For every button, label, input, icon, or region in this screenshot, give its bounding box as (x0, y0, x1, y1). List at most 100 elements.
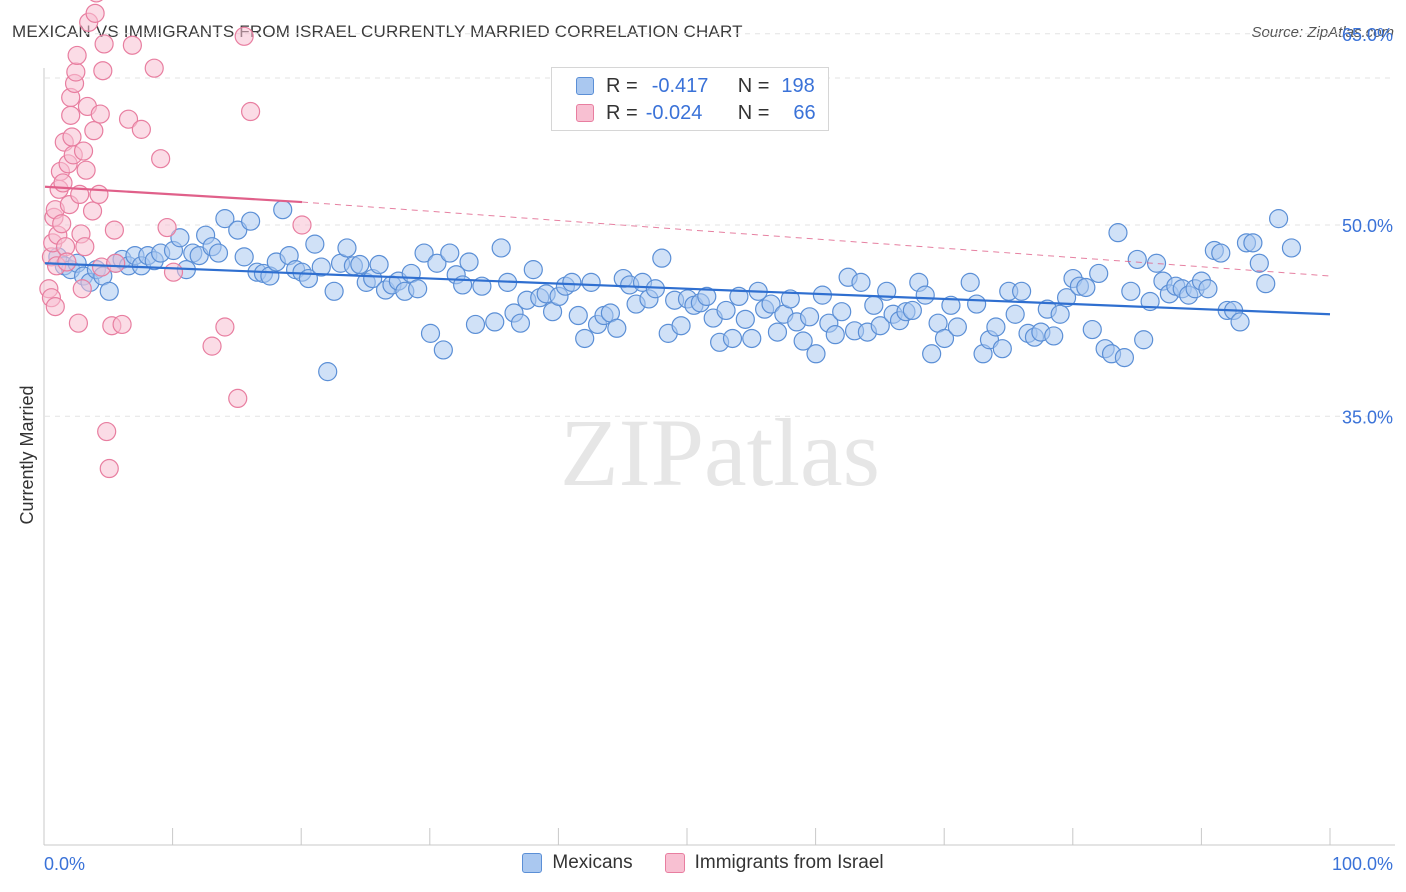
x-tick-label: 100.0% (1332, 854, 1393, 874)
mexicans-point (99, 281, 119, 301)
r-label: R = (606, 74, 638, 97)
mexicans-point (433, 340, 453, 360)
n-value: 198 (781, 74, 815, 97)
mexicans-point (1082, 319, 1102, 340)
israel-point (151, 149, 171, 169)
mexicans-point (934, 328, 955, 349)
mexicans-point (1089, 263, 1109, 284)
mexicans-point (215, 209, 235, 229)
israel-point (131, 119, 151, 139)
mexicans-point (960, 272, 980, 292)
mexicans-point (735, 309, 755, 329)
mexicans-point (1243, 233, 1263, 253)
mexicans-point (1044, 326, 1064, 346)
mexicans-point (1011, 281, 1032, 301)
mexicans-point (575, 328, 595, 349)
israel-point (94, 34, 114, 54)
mexicans-point (208, 243, 229, 263)
mexicans-point (742, 328, 762, 349)
israel-point (97, 421, 117, 442)
mexicans-point (459, 252, 479, 272)
y-tick-label: 50.0% (1342, 216, 1393, 236)
y-tick-label: 35.0% (1342, 407, 1393, 427)
mexicans-point (915, 285, 935, 305)
mexicans-point (1134, 330, 1154, 350)
mexicans-point (1268, 209, 1289, 229)
mexicans-point (234, 247, 254, 267)
stats-legend-row-mexicans: R = -0.417 N = 198 (576, 74, 815, 98)
mexicans-point (992, 339, 1012, 359)
israel-point (234, 26, 254, 46)
mexicans-point (510, 313, 531, 333)
israel-point (99, 458, 119, 479)
mexicans-point (1076, 277, 1096, 298)
mexicans-point (864, 295, 884, 315)
mexicans-point (241, 211, 261, 231)
y-axis-title: Currently Married (17, 385, 37, 524)
legend-label-israel: Immigrants from Israel (694, 852, 884, 873)
mexicans-point (793, 331, 813, 351)
mexicans-point (1281, 238, 1302, 258)
legend-item-israel[interactable]: Immigrants from Israel (664, 852, 884, 874)
israel-point (67, 45, 87, 66)
israel-point (228, 388, 248, 408)
israel-point (144, 58, 164, 78)
mexicans-point (832, 302, 852, 322)
mexicans-point (607, 318, 627, 338)
mexicans-point (806, 344, 826, 364)
mexicans-point (716, 300, 736, 321)
israel-point (84, 121, 104, 141)
mexicans-point (1050, 304, 1070, 324)
mexicans-point (941, 295, 961, 315)
legend-item-mexicans[interactable]: Mexicans (522, 852, 633, 874)
mexicans-point (273, 200, 293, 220)
mexicans-point (414, 243, 434, 263)
n-value: 66 (793, 101, 816, 124)
mexicans-point (311, 257, 331, 277)
israel-point (57, 252, 77, 272)
israel-point (89, 0, 103, 3)
israel-point (241, 101, 261, 122)
mexicans-point (491, 238, 511, 258)
mexicans-point (1056, 288, 1077, 308)
mexicans-point (420, 323, 441, 343)
mexicans-point (652, 248, 672, 268)
israel-point (72, 279, 92, 299)
mexicans-point (825, 325, 845, 345)
israel-point (122, 35, 142, 55)
mexicans-point (761, 294, 781, 314)
mexicans-point (986, 317, 1006, 337)
x-tick-label: 0.0% (44, 854, 85, 874)
mexicans-point (523, 260, 543, 280)
n-label: N = (737, 101, 770, 124)
israel-point (202, 336, 222, 356)
mexicans-point (1230, 312, 1250, 332)
mexicans-point (722, 328, 743, 349)
israel-point (112, 314, 132, 335)
mexicans-point (337, 238, 357, 258)
mexicans-point (697, 286, 717, 306)
israel-point (157, 217, 177, 238)
mexicans-point (324, 281, 344, 301)
mexicans-point (369, 254, 389, 275)
mexicans-point (408, 279, 428, 299)
israel-swatch (576, 104, 594, 122)
mexicans-trend-line (44, 262, 1331, 316)
israel-point (118, 109, 139, 129)
israel-point (61, 105, 81, 125)
mexicans-point (465, 314, 486, 335)
mexicans-point (799, 307, 820, 327)
mexicans-point (427, 253, 447, 273)
legend-label-mexicans: Mexicans (552, 852, 633, 873)
mexicans-point (1127, 249, 1147, 270)
watermark: ZIPatlas (560, 399, 880, 506)
trend-lines (44, 185, 1331, 316)
israel-point (52, 214, 72, 234)
mexicans-point (947, 317, 967, 337)
mexicans-point (568, 305, 588, 326)
mexicans-point (1121, 281, 1141, 301)
mexicans-point (922, 344, 942, 364)
n-label: N = (737, 74, 770, 97)
israel-point (106, 253, 126, 273)
